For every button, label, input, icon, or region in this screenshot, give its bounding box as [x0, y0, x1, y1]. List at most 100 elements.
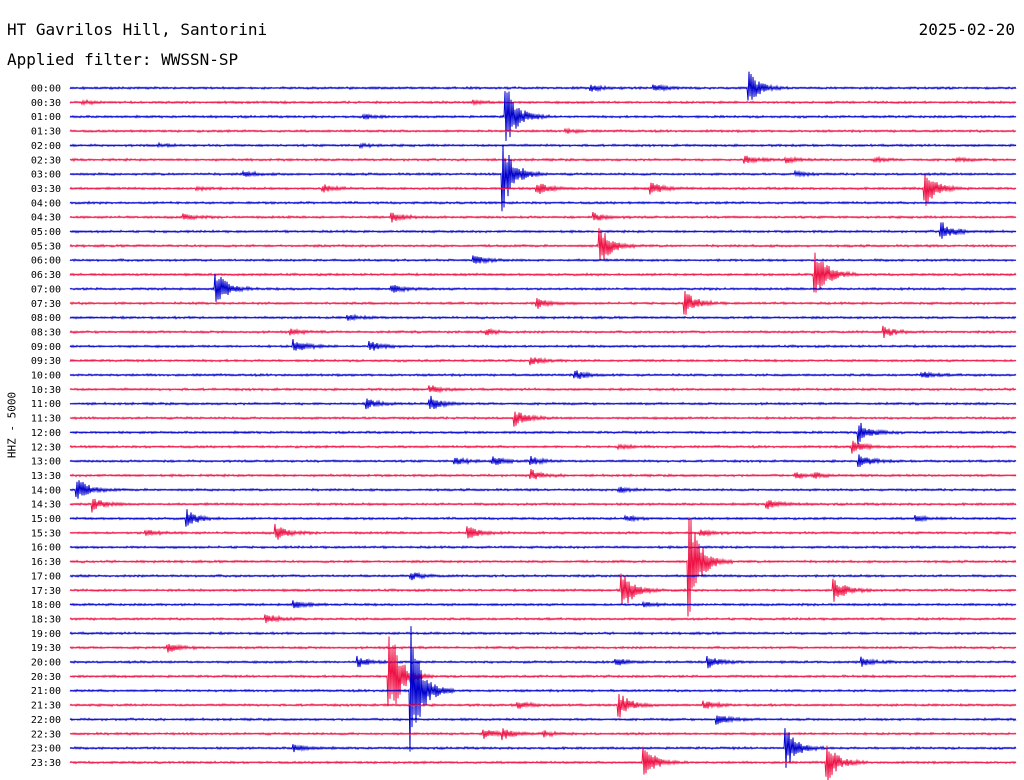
trace-line	[69, 498, 1017, 513]
time-label: 04:00	[31, 198, 61, 209]
trace-line	[69, 174, 1017, 206]
filter-label: Applied filter: WWSSN-SP	[7, 50, 239, 69]
time-label: 17:00	[31, 571, 61, 582]
trace-line	[69, 573, 1017, 605]
time-label: 10:30	[31, 385, 61, 396]
trace-line	[69, 454, 1017, 467]
time-label: 07:00	[31, 284, 61, 295]
trace-line	[69, 252, 1017, 293]
time-label: 15:30	[31, 528, 61, 539]
time-label: 23:00	[31, 744, 61, 755]
time-label: 02:30	[31, 155, 61, 166]
trace-line	[69, 370, 1017, 379]
time-label: 09:30	[31, 356, 61, 367]
trace-line	[69, 411, 1017, 427]
trace-line	[69, 71, 1017, 101]
trace-line	[69, 200, 1017, 206]
time-label: 14:00	[31, 485, 61, 496]
trace-line	[69, 469, 1017, 480]
time-label: 05:00	[31, 227, 61, 238]
time-label: 12:30	[31, 442, 61, 453]
time-label: 19:00	[31, 629, 61, 640]
time-label: 03:30	[31, 184, 61, 195]
time-label: 17:30	[31, 586, 61, 597]
time-label: 13:00	[31, 457, 61, 468]
time-label: 06:00	[31, 256, 61, 267]
trace-line	[69, 571, 1017, 581]
station-title: HT Gavrilos Hill, Santorini	[7, 20, 268, 39]
trace-line	[69, 600, 1017, 609]
trace-line	[69, 91, 1017, 142]
trace-line	[69, 643, 1017, 653]
trace-line	[69, 338, 1017, 351]
trace-line	[69, 544, 1017, 550]
time-label: 00:30	[31, 98, 61, 109]
trace-line	[69, 155, 1017, 164]
trace-line	[69, 728, 1017, 768]
trace-line	[69, 290, 1017, 315]
trace-lines	[69, 71, 1017, 780]
time-label: 08:30	[31, 327, 61, 338]
time-label: 11:30	[31, 414, 61, 425]
trace-line	[69, 228, 1017, 261]
time-label: 18:00	[31, 600, 61, 611]
time-label: 01:00	[31, 112, 61, 123]
trace-line	[69, 141, 1017, 150]
time-label: 10:00	[31, 371, 61, 382]
trace-line	[69, 395, 1017, 410]
trace-line	[69, 127, 1017, 135]
trace-line	[69, 325, 1017, 338]
time-label: 20:00	[31, 658, 61, 669]
trace-line	[69, 255, 1017, 265]
trace-line	[69, 728, 1017, 741]
time-label: 06:30	[31, 270, 61, 281]
date-label: 2025-02-20	[918, 20, 1015, 39]
time-label: 09:00	[31, 342, 61, 353]
time-label: 16:30	[31, 557, 61, 568]
time-label: 21:30	[31, 701, 61, 712]
time-labels: 00:00 00:30 01:00 01:30 02:00 02:30 03:00 03:30…	[31, 84, 61, 769]
time-label: 05:30	[31, 241, 61, 252]
trace-line	[69, 480, 1017, 499]
time-label: 11:00	[31, 399, 61, 410]
time-label: 04:30	[31, 213, 61, 224]
trace-line	[69, 422, 1017, 445]
time-label: 02:00	[31, 141, 61, 152]
trace-line	[69, 745, 1017, 780]
trace-line	[69, 144, 1017, 212]
time-label: 18:30	[31, 614, 61, 625]
trace-line	[69, 98, 1017, 107]
time-label: 14:30	[31, 500, 61, 511]
time-label: 22:30	[31, 729, 61, 740]
trace-line	[69, 356, 1017, 366]
trace-line	[69, 655, 1017, 669]
trace-line	[69, 715, 1017, 725]
time-label: 03:00	[31, 170, 61, 181]
trace-line	[69, 614, 1017, 624]
trace-line	[69, 273, 1017, 302]
trace-line	[69, 385, 1017, 394]
time-label: 20:30	[31, 672, 61, 683]
trace-line	[69, 222, 1017, 239]
trace-line	[69, 636, 1017, 706]
time-label: 23:30	[31, 758, 61, 769]
trace-line	[69, 630, 1017, 636]
time-label: 00:00	[31, 84, 61, 95]
time-label: 22:00	[31, 715, 61, 726]
time-label: 19:30	[31, 643, 61, 654]
trace-line	[69, 509, 1017, 527]
trace-line	[69, 516, 1017, 617]
trace-line	[69, 211, 1017, 223]
trace-line	[69, 626, 1017, 752]
time-label: 07:30	[31, 299, 61, 310]
time-label: 15:00	[31, 514, 61, 525]
trace-line	[69, 313, 1017, 322]
time-label: 16:00	[31, 543, 61, 554]
trace-line	[69, 440, 1017, 454]
trace-line	[69, 693, 1017, 718]
time-label: 13:30	[31, 471, 61, 482]
time-label: 01:30	[31, 127, 61, 138]
time-label: 12:00	[31, 428, 61, 439]
time-label: 08:00	[31, 313, 61, 324]
